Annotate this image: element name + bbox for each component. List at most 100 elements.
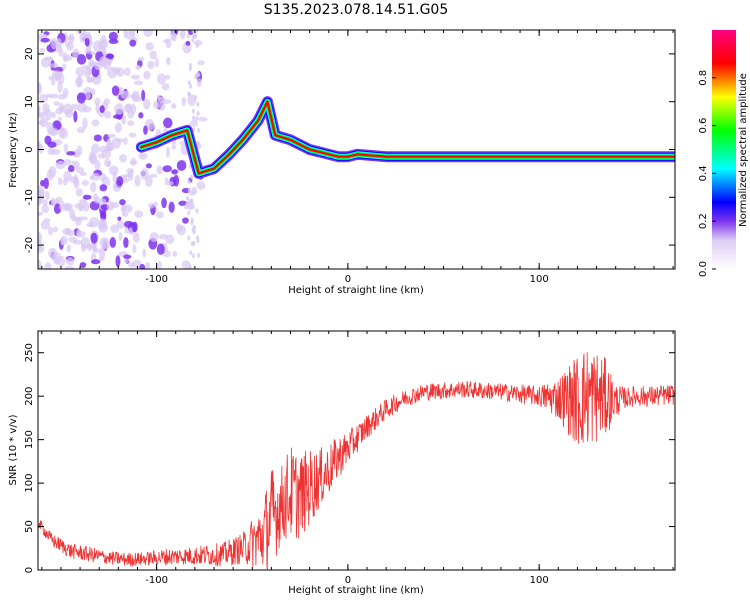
spectrogram-noise-blob <box>121 178 130 184</box>
spectrogram-noise-blob <box>145 175 153 188</box>
spectrogram-noise-blob <box>51 70 62 82</box>
spectrogram-noise-blob <box>51 80 56 86</box>
spectrogram-noise-blob <box>71 160 77 165</box>
spectrogram-noise-blob <box>190 174 194 180</box>
spectrogram-noise-blob <box>102 49 107 58</box>
spectrogram-noise-blob <box>39 47 46 53</box>
spectrogram-noise-blob <box>98 145 109 153</box>
spectrogram-noise-blob <box>161 197 167 209</box>
spectrogram-noise-blob <box>164 234 175 244</box>
spectrogram-noise-blob <box>93 40 102 53</box>
spectrogram-noise-blob <box>47 226 54 236</box>
spectrogram-noise-blob <box>68 33 75 44</box>
spectrogram-noise-blob <box>108 31 118 42</box>
spectrogram-noise-blob <box>119 154 127 163</box>
spectrogram-noise-blob <box>186 33 190 39</box>
spectrogram-noise-blob <box>76 145 83 156</box>
spectrogram-noise-blob <box>90 232 98 244</box>
spectrogram-ytick-label: 10 <box>24 95 35 108</box>
spectrogram-noise-blob <box>185 40 191 46</box>
spectrogram-noise-blob <box>195 73 199 79</box>
spectrogram-noise-blob <box>123 137 128 146</box>
spectrogram-noise-blob <box>110 202 120 208</box>
spectrogram-noise-blob <box>133 80 144 86</box>
spectrogram-noise-blob <box>40 220 50 230</box>
spectrogram-noise-blob <box>165 74 171 80</box>
spectrogram-noise-blob <box>55 160 66 170</box>
colorbar: 0.0 0.2 0.4 0.6 0.8 Normalized spectral ampl… <box>698 30 749 277</box>
spectrogram-noise-blob <box>187 235 191 241</box>
spectrogram-marks <box>38 30 675 269</box>
spectrogram-noise-blob <box>188 65 192 71</box>
spectrogram-noise-blob <box>99 184 108 192</box>
spectrogram-noise-blob <box>189 83 193 89</box>
spectrogram-noise-blob <box>99 237 108 250</box>
spectrogram-noise-blob <box>157 261 162 269</box>
spectrogram-xtick-label: 100 <box>530 274 549 285</box>
spectrogram-noise-blob <box>76 230 86 238</box>
spectrogram-noise-blob <box>161 83 170 91</box>
spectrogram-noise-blob <box>55 38 62 49</box>
spectrogram-noise-blob <box>106 138 112 149</box>
spectrogram-noise-blob <box>132 243 137 254</box>
spectrogram-noise-blob <box>111 137 121 149</box>
snr-frame <box>37 330 676 571</box>
spectrogram-noise-blob <box>76 54 87 65</box>
spectrogram-noise-blob <box>120 90 131 99</box>
spectrogram-noise-blob <box>143 125 148 135</box>
spectrogram-noise-blob <box>41 204 50 213</box>
spectrogram-noise-blob <box>162 165 172 173</box>
spectrogram-noise-blob <box>195 43 199 49</box>
spectrogram-noise-blob <box>157 73 167 85</box>
spectrogram-noise-blob <box>57 94 67 100</box>
spectrogram-noise-blob <box>60 235 68 245</box>
spectrogram-noise-blob <box>111 85 120 96</box>
spectrogram-noise-blob <box>188 191 196 196</box>
spectrogram-noise-blob <box>156 211 164 219</box>
spectrogram-noise-blob <box>191 108 195 114</box>
spectrogram-noise-blob <box>76 92 86 104</box>
colorbar-tick-label: 0.0 <box>698 261 709 277</box>
spectrogram-xlabel: Height of straight line (km) <box>288 285 424 296</box>
spectrogram-noise-blob <box>95 103 100 114</box>
spectrogram-noise-blob <box>38 231 43 243</box>
spectrogram-noise-blob <box>168 201 175 213</box>
spectrogram-noise-blob <box>165 56 171 66</box>
spectrogram-noise-blob <box>93 196 101 204</box>
spectrogram-noise-blob <box>38 82 42 92</box>
spectrogram-noise-blob <box>67 164 75 173</box>
colorbar-gradient <box>712 30 736 269</box>
spectrogram-noise-blob <box>129 39 137 47</box>
spectrogram-noise-blob <box>40 37 51 43</box>
colorbar-tick-label: 0.2 <box>698 213 709 229</box>
spectrogram-noise-blob <box>43 177 49 190</box>
spectrogram-noise-blob <box>149 231 159 242</box>
snr-ytick-label: 150 <box>24 430 35 449</box>
spectrogram-noise-blob <box>171 169 178 175</box>
spectrogram-noise-blob <box>159 100 166 111</box>
spectrogram-noise-blob <box>188 201 192 207</box>
spectrogram-noise-blob <box>195 116 199 122</box>
spectrogram-noise-blob <box>91 172 101 181</box>
spectrogram-noise-blob <box>109 236 116 248</box>
spectrogram-noise-blob <box>171 144 176 150</box>
spectrogram-noise-blob <box>147 60 155 70</box>
spectrogram-noise-blob <box>53 203 62 215</box>
spectrogram-ytick-label: 0 <box>24 146 35 152</box>
spectrogram-noise-blob <box>145 262 151 269</box>
spectrogram-ytick-label: -20 <box>24 237 35 253</box>
spectrogram-noise-blob <box>125 104 133 113</box>
colorbar-tick-label: 0.4 <box>698 165 709 181</box>
spectrogram-noise-blob <box>100 34 107 47</box>
spectrogram-noise-blob <box>63 170 72 182</box>
spectrogram-noise-blob <box>106 161 111 167</box>
spectrogram-noise-blob <box>99 105 105 113</box>
snr-ytick-label: 100 <box>24 474 35 493</box>
snr-panel: -100 0 100 0 50 100 150 200 250 Height of straig… <box>8 330 676 596</box>
colorbar-ticks: 0.0 0.2 0.4 0.6 0.8 <box>698 70 716 277</box>
spectrogram-noise-blob <box>77 101 87 113</box>
spectrogram-noise-blob <box>190 217 194 223</box>
spectrogram-noise-blob <box>181 96 187 107</box>
